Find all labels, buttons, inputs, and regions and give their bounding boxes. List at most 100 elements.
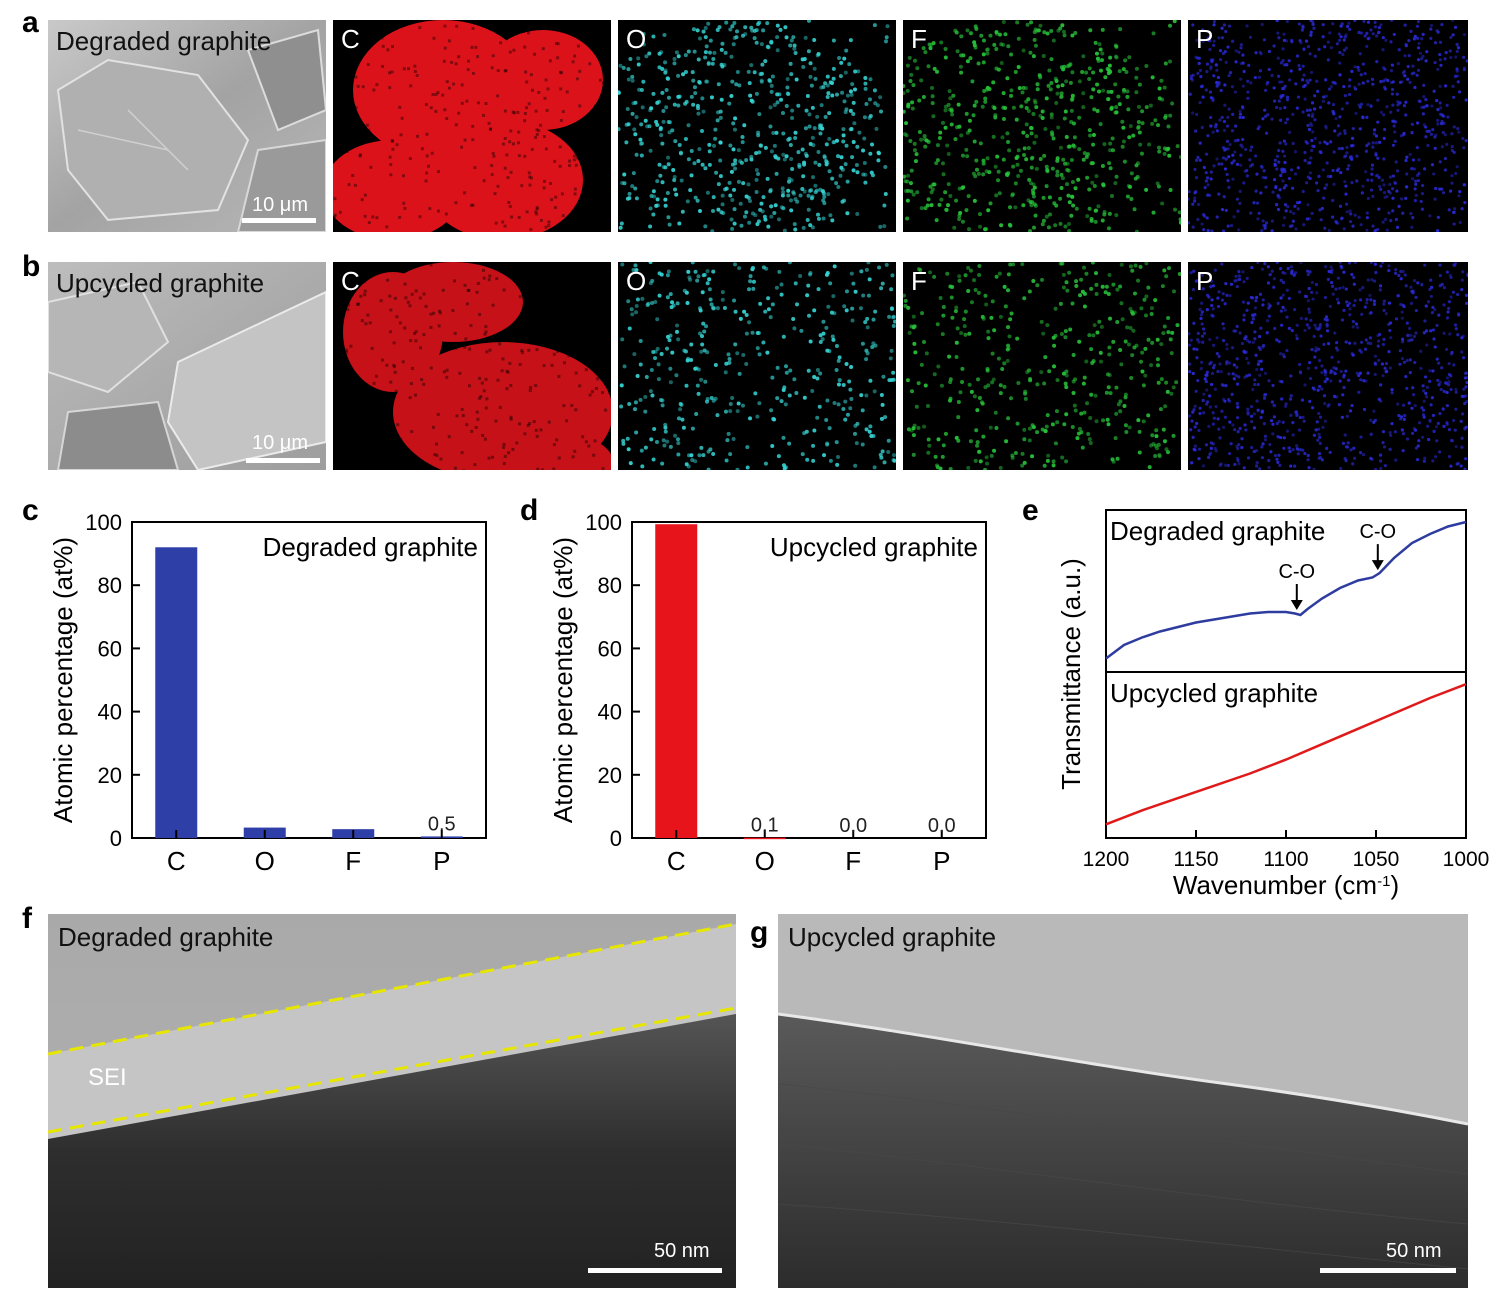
eds-map-a-f: F bbox=[903, 20, 1181, 232]
y-axis-label: Atomic percentage (at%) bbox=[548, 537, 578, 823]
sem-texture-upcycled bbox=[48, 262, 326, 470]
data-label: 0.0 bbox=[839, 815, 867, 837]
data-label: 0.5 bbox=[428, 813, 456, 835]
panel-label-g: g bbox=[750, 916, 769, 949]
tem-title-upcycled: Upcycled graphite bbox=[788, 922, 997, 952]
x-tick-label: C bbox=[167, 846, 186, 876]
x-tick-label: P bbox=[933, 846, 950, 876]
plot-frame bbox=[631, 521, 987, 839]
scale-label-f: 50 nm bbox=[654, 1240, 710, 1262]
sem-title-upcycled: Upcycled graphite bbox=[56, 268, 265, 298]
panel-label-d: d bbox=[520, 494, 539, 527]
bar-chart-degraded-svg: 0 20 40 60 80 100 C O F P 0.5 Degraded graphite Atom… bbox=[48, 510, 487, 876]
sei-label: SEI bbox=[88, 1064, 127, 1091]
x-tick-label: 1150 bbox=[1173, 848, 1218, 871]
scale-label-b: 10 μm bbox=[252, 432, 308, 454]
scale-bar-b bbox=[246, 458, 320, 463]
panel-label-b: b bbox=[22, 250, 41, 283]
eds-texture bbox=[619, 262, 896, 470]
bar-C bbox=[655, 524, 698, 838]
x-tick-label: 1050 bbox=[1353, 848, 1400, 871]
chart-title: Upcycled graphite bbox=[770, 532, 978, 562]
bar-chart-upcycled: 0 20 40 60 80 100 C O 0.1 F 0.0 P 0.0 Upcycled graphi… bbox=[540, 500, 1010, 890]
data-label: 0.0 bbox=[928, 815, 956, 837]
y-tick-label: 0 bbox=[110, 826, 122, 851]
eds-label: C bbox=[341, 24, 360, 54]
series-label: Degraded graphite bbox=[1110, 516, 1325, 546]
x-tick-label: F bbox=[345, 846, 361, 876]
plot-frame bbox=[131, 521, 487, 839]
eds-texture bbox=[903, 20, 1181, 232]
x-tick-label: 1200 bbox=[1083, 848, 1130, 871]
sem-image-degraded: Degraded graphite 10 μm bbox=[48, 20, 326, 232]
x-tick-label: O bbox=[755, 846, 775, 876]
x-tick-label: O bbox=[255, 846, 275, 876]
eds-texture bbox=[1188, 20, 1468, 232]
x-tick-label: F bbox=[845, 846, 861, 876]
sem-image-upcycled: Upcycled graphite 10 μm bbox=[48, 262, 326, 470]
eds-label: O bbox=[626, 266, 647, 296]
x-tick-label: 1000 bbox=[1443, 848, 1490, 871]
tem-texture-degraded bbox=[48, 914, 736, 1288]
eds-map-a-o: O bbox=[618, 20, 896, 232]
y-tick-label: 40 bbox=[598, 700, 622, 725]
eds-map-b-f: F bbox=[903, 262, 1181, 470]
eds-texture bbox=[333, 262, 611, 470]
eds-map-a-p: P bbox=[1188, 20, 1468, 232]
eds-map-b-c: C bbox=[333, 262, 611, 470]
eds-map-a-c: C bbox=[333, 20, 611, 232]
panel-label-a: a bbox=[22, 6, 39, 39]
y-tick-label: 100 bbox=[85, 510, 122, 535]
tem-image-degraded: Degraded graphite SEI 50 nm bbox=[48, 914, 736, 1288]
annotation-label: C-O bbox=[1278, 561, 1315, 583]
eds-texture bbox=[618, 20, 890, 232]
annotation-arrowhead bbox=[1371, 560, 1384, 571]
series-label: Upcycled graphite bbox=[1110, 678, 1318, 708]
scale-bar-a bbox=[242, 218, 316, 223]
y-tick-label: 40 bbox=[98, 700, 122, 725]
panel-label-e: e bbox=[1022, 494, 1039, 527]
eds-map-b-o: O bbox=[618, 262, 896, 470]
x-tick-label: 1100 bbox=[1263, 848, 1308, 871]
sem-texture-degraded bbox=[48, 20, 326, 232]
eds-label: F bbox=[911, 266, 927, 296]
y-tick-label: 60 bbox=[598, 636, 622, 661]
eds-label: F bbox=[911, 24, 927, 54]
eds-label: O bbox=[626, 24, 647, 54]
tem-title-degraded: Degraded graphite bbox=[58, 922, 274, 952]
scale-bar-f bbox=[588, 1268, 722, 1273]
data-label: 0.1 bbox=[751, 815, 779, 837]
plot-frame bbox=[1105, 509, 1467, 839]
y-axis-label: Atomic percentage (at%) bbox=[48, 537, 78, 823]
eds-label: P bbox=[1196, 266, 1214, 296]
tem-texture-upcycled bbox=[778, 914, 1468, 1288]
eds-map-b-p: P bbox=[1188, 262, 1468, 470]
series-line bbox=[1105, 520, 1467, 660]
panel-label-c: c bbox=[22, 494, 39, 527]
y-tick-label: 60 bbox=[98, 636, 122, 661]
bar-chart-degraded: 0 20 40 60 80 100 C O F P 0.5 Degraded graphite Atom… bbox=[40, 500, 510, 890]
ftir-chart-svg: Degraded graphite Upcycled graphite C-O C-O… bbox=[1056, 509, 1490, 900]
eds-texture bbox=[903, 262, 1181, 470]
eds-texture bbox=[1188, 262, 1468, 470]
x-tick-label: C bbox=[667, 846, 686, 876]
series-line bbox=[1105, 683, 1467, 826]
y-tick-label: 80 bbox=[98, 573, 122, 598]
eds-texture bbox=[333, 20, 611, 232]
annotation-arrowhead bbox=[1290, 600, 1303, 610]
bar-chart-upcycled-svg: 0 20 40 60 80 100 C O 0.1 F 0.0 P 0.0 Upcycled graphi… bbox=[548, 510, 987, 876]
annotation-label: C-O bbox=[1359, 521, 1396, 543]
tem-image-upcycled: Upcycled graphite 50 nm bbox=[778, 914, 1468, 1288]
y-tick-label: 100 bbox=[585, 510, 622, 535]
y-tick-label: 20 bbox=[98, 763, 122, 788]
y-axis-label: Transmittance (a.u.) bbox=[1056, 558, 1086, 790]
eds-label: C bbox=[341, 266, 360, 296]
y-tick-label: 0 bbox=[610, 826, 622, 851]
y-tick-label: 80 bbox=[598, 573, 622, 598]
scale-bar-g bbox=[1320, 1268, 1456, 1273]
panel-label-f: f bbox=[22, 902, 32, 935]
bar-C bbox=[155, 547, 198, 838]
eds-label: P bbox=[1196, 24, 1214, 54]
x-tick-label: P bbox=[433, 846, 450, 876]
y-tick-label: 20 bbox=[598, 763, 622, 788]
